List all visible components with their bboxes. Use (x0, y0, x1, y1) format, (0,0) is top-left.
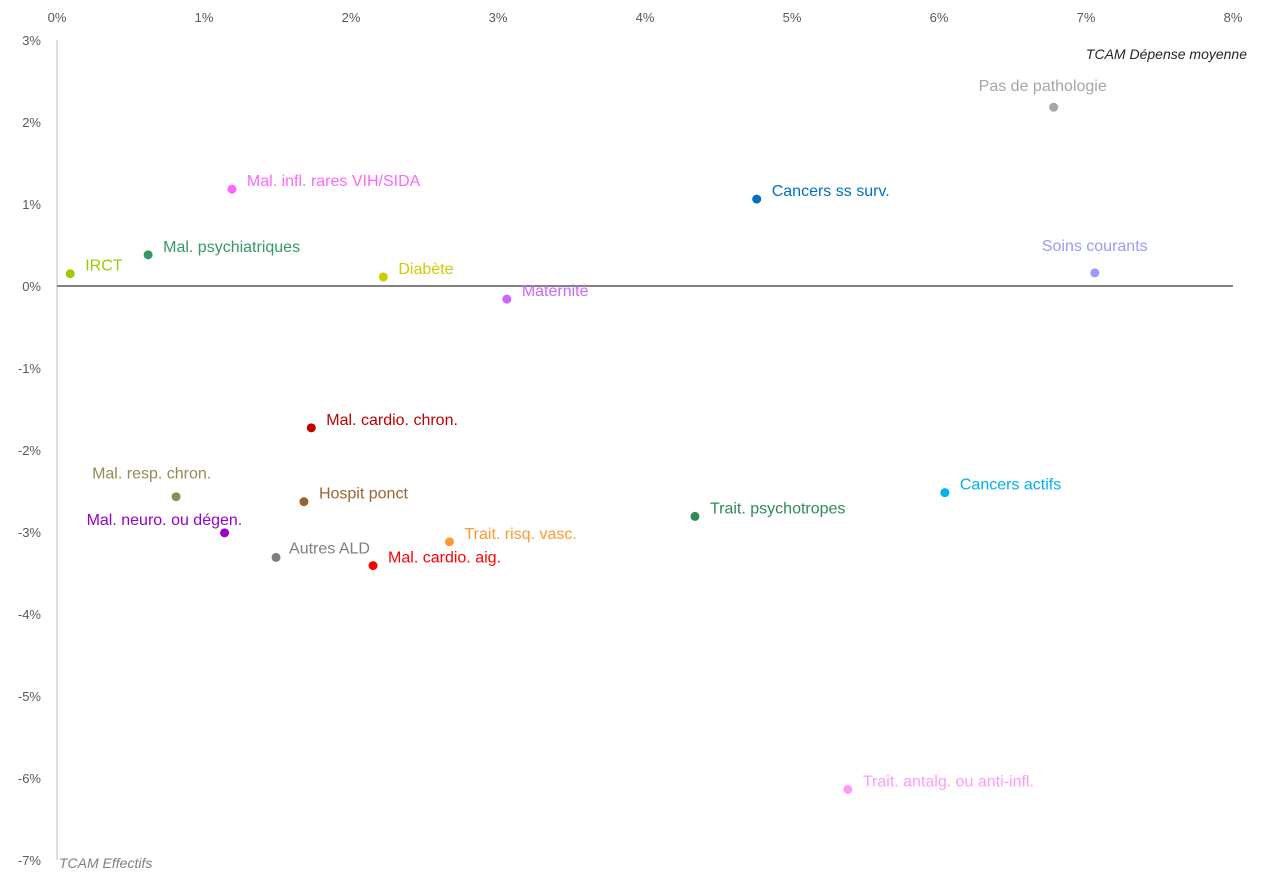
data-point (171, 492, 181, 502)
y-axis-ticks: 3% 2% 1% 0% -1% -2% -3% -4% -5% -6% -7% (18, 33, 42, 868)
x-axis-title: TCAM Effectifs (59, 855, 152, 871)
data-point (271, 552, 281, 562)
data-point-label: Cancers actifs (960, 477, 1061, 494)
data-point (752, 194, 762, 204)
data-point (1090, 268, 1100, 278)
y-tick-label: -1% (18, 361, 42, 376)
y-tick-label: -4% (18, 607, 42, 622)
data-point (220, 528, 230, 538)
data-point (65, 269, 75, 279)
data-point-label: Autres ALD (289, 540, 370, 557)
data-point (843, 784, 853, 794)
data-point (502, 294, 512, 304)
data-point (306, 423, 316, 433)
y-tick-label: -2% (18, 443, 42, 458)
data-points: Pas de pathologie Mal. infl. rares VIH/SI… (65, 78, 1148, 794)
x-tick-label: 4% (636, 10, 655, 25)
y-tick-label: -7% (18, 853, 42, 868)
y-axis-title: TCAM Dépense moyenne (1086, 46, 1247, 62)
x-tick-label: 0% (48, 10, 67, 25)
data-point-label: Trait. psychotropes (710, 500, 845, 517)
data-point-label: Pas de pathologie (979, 78, 1107, 95)
data-point-label: Mal. neuro. ou dégen. (87, 512, 243, 529)
data-point-label: Trait. risq. vasc. (464, 526, 576, 543)
data-point-label: IRCT (85, 258, 123, 275)
x-tick-label: 8% (1224, 10, 1243, 25)
y-tick-label: 0% (22, 279, 41, 294)
data-point (690, 511, 700, 521)
data-point-label: Mal. cardio. aig. (388, 550, 501, 567)
data-point-label: Diabète (398, 261, 453, 278)
data-point-label: Mal. infl. rares VIH/SIDA (247, 173, 421, 190)
data-point-label: Cancers ss surv. (772, 183, 890, 200)
x-tick-label: 1% (195, 10, 214, 25)
x-tick-label: 6% (930, 10, 949, 25)
y-tick-label: 1% (22, 197, 41, 212)
x-tick-label: 2% (342, 10, 361, 25)
data-point (368, 561, 378, 571)
y-tick-label: 2% (22, 115, 41, 130)
data-point (444, 537, 454, 547)
data-point (378, 272, 388, 282)
data-point-label: Mal. psychiatriques (163, 239, 300, 256)
x-axis-ticks: 0% 1% 2% 3% 4% 5% 6% 7% 8% (48, 10, 1243, 25)
y-tick-label: -5% (18, 689, 42, 704)
data-point-label: Soins courants (1042, 238, 1148, 255)
x-tick-label: 3% (489, 10, 508, 25)
data-point (299, 497, 309, 507)
data-point-label: Mal. resp. chron. (92, 466, 211, 483)
data-point (227, 184, 237, 194)
y-tick-label: -6% (18, 771, 42, 786)
x-tick-label: 7% (1077, 10, 1096, 25)
y-tick-label: 3% (22, 33, 41, 48)
x-tick-label: 5% (783, 10, 802, 25)
data-point (1049, 102, 1059, 112)
data-point-label: Trait. antalg. ou anti-infl. (863, 773, 1034, 790)
data-point-label: Maternité (522, 283, 589, 300)
data-point-label: Mal. cardio. chron. (326, 412, 458, 429)
data-point-label: Hospit ponct (319, 486, 408, 503)
data-point (940, 488, 950, 498)
y-tick-label: -3% (18, 525, 42, 540)
data-point (143, 250, 153, 260)
